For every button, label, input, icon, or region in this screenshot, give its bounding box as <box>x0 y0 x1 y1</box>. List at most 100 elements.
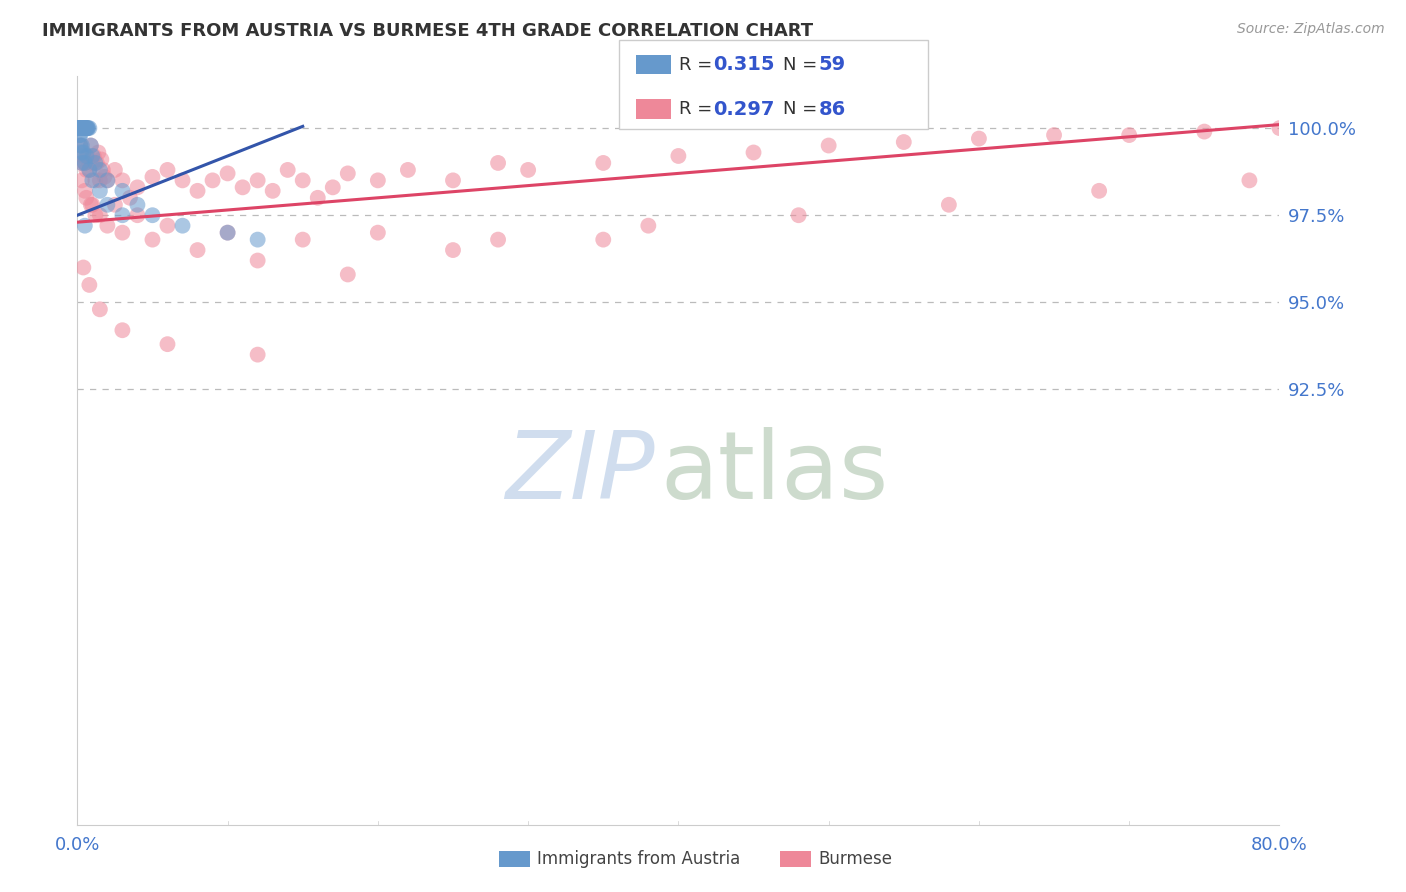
Point <box>76 121 98 136</box>
Point <box>141 169 163 184</box>
Point <box>201 173 224 187</box>
Point <box>67 121 90 136</box>
Point <box>72 121 94 136</box>
Point <box>111 184 134 198</box>
Point <box>118 191 141 205</box>
Point <box>967 131 990 145</box>
Point <box>96 198 118 212</box>
Point <box>93 169 115 184</box>
Point <box>76 149 98 163</box>
Point <box>141 208 163 222</box>
Point <box>70 121 93 136</box>
Point <box>69 121 91 136</box>
Point <box>75 162 97 177</box>
Point <box>336 166 359 180</box>
Point <box>67 121 90 136</box>
Point <box>938 198 960 212</box>
Point <box>322 180 344 194</box>
Point <box>486 156 509 170</box>
Point <box>86 156 108 170</box>
Point <box>72 260 94 275</box>
Point <box>73 219 96 233</box>
Point <box>69 121 91 136</box>
Point <box>72 149 94 163</box>
Point <box>82 149 104 163</box>
Point <box>217 166 239 180</box>
Point <box>89 208 111 222</box>
Text: R =: R = <box>679 55 718 74</box>
Point <box>367 173 389 187</box>
Point <box>441 173 464 187</box>
Point <box>517 162 540 177</box>
Point <box>96 173 118 187</box>
Point <box>73 184 96 198</box>
Point <box>80 138 103 153</box>
Point <box>104 162 127 177</box>
Point <box>217 226 239 240</box>
Point <box>172 219 194 233</box>
Point <box>82 173 104 187</box>
Point <box>70 138 93 153</box>
Point <box>89 162 111 177</box>
Text: 0.297: 0.297 <box>713 100 775 119</box>
Point <box>246 253 269 268</box>
Point <box>232 180 254 194</box>
Point <box>186 184 209 198</box>
Text: 59: 59 <box>818 55 845 74</box>
Text: ZIP: ZIP <box>505 427 654 518</box>
Point <box>1118 128 1140 142</box>
Point <box>75 121 97 136</box>
Point <box>486 233 509 247</box>
Point <box>127 198 149 212</box>
Point <box>91 162 114 177</box>
Point <box>156 162 179 177</box>
Point <box>75 121 97 136</box>
Point <box>396 162 419 177</box>
Point <box>893 135 915 149</box>
Point <box>277 162 299 177</box>
Point <box>89 184 111 198</box>
Point <box>75 191 97 205</box>
Point <box>73 121 96 136</box>
Point <box>67 121 90 136</box>
Point <box>73 156 96 170</box>
Point <box>79 277 101 292</box>
Text: 86: 86 <box>818 100 845 119</box>
Point <box>70 173 93 187</box>
Point <box>262 184 284 198</box>
Point <box>291 233 314 247</box>
Point <box>817 138 839 153</box>
Point <box>217 226 239 240</box>
Point <box>69 121 91 136</box>
Point <box>156 219 179 233</box>
Point <box>70 156 93 170</box>
Point <box>70 121 93 136</box>
Point <box>73 156 96 170</box>
Point <box>73 121 96 136</box>
Point <box>69 121 91 136</box>
Point <box>96 219 118 233</box>
Point <box>69 128 91 142</box>
Point <box>89 173 111 187</box>
Point <box>69 128 91 142</box>
Point <box>75 121 97 136</box>
Point <box>742 145 765 160</box>
Point <box>82 156 104 170</box>
Point <box>73 121 96 136</box>
Point <box>69 121 91 136</box>
Point <box>1268 121 1291 136</box>
Point <box>72 121 94 136</box>
Point <box>111 208 134 222</box>
Point <box>1239 173 1261 187</box>
Point <box>73 121 96 136</box>
Point <box>668 149 690 163</box>
Text: N =: N = <box>783 100 823 119</box>
Point <box>367 226 389 240</box>
Point <box>441 243 464 257</box>
Point <box>1088 184 1111 198</box>
Point <box>69 138 91 153</box>
Point <box>79 162 101 177</box>
Point <box>186 243 209 257</box>
Text: Burmese: Burmese <box>818 850 893 868</box>
Point <box>1043 128 1066 142</box>
